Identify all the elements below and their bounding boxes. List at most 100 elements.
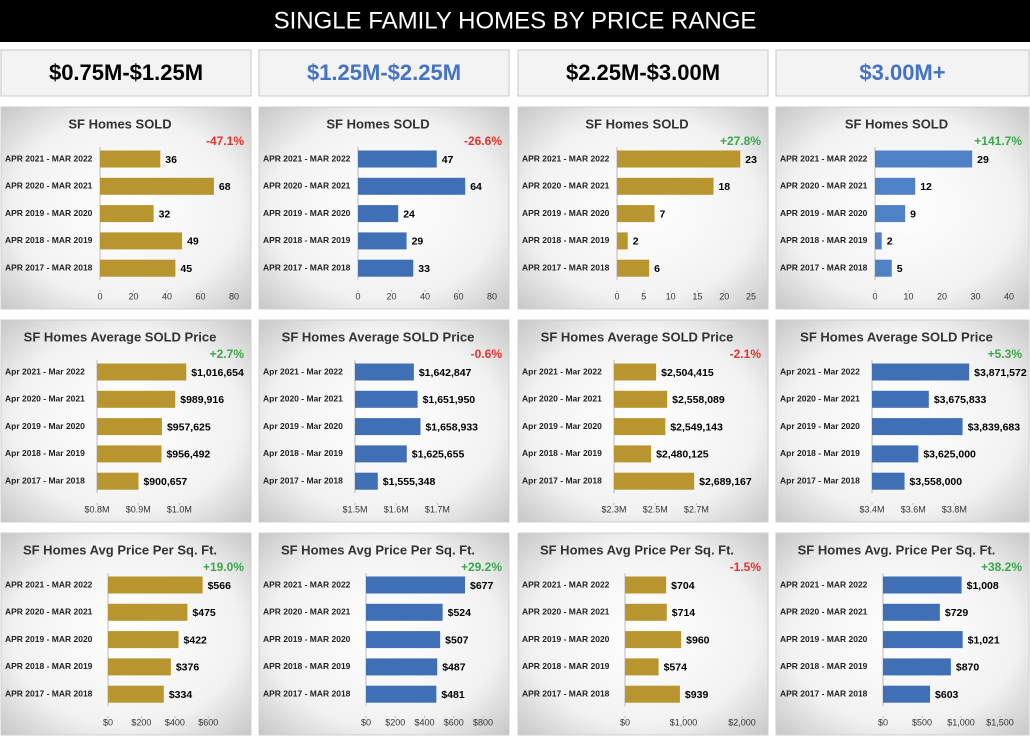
category-label: APR 2017 - MAR 2018	[780, 262, 868, 272]
change-annotation: +141.7%	[974, 134, 1022, 148]
category-label: APR 2020 - MAR 2021	[5, 607, 93, 617]
x-tick-label: 20	[386, 291, 396, 301]
value-label: $714	[672, 607, 696, 619]
category-label: APR 2020 - MAR 2021	[780, 181, 868, 191]
x-tick-label: $0	[103, 717, 113, 727]
bar	[97, 418, 162, 436]
chart-title: SF Homes Avg Price Per Sq. Ft.	[23, 542, 217, 557]
bar	[97, 472, 139, 490]
chart-title: SF Homes SOLD	[68, 116, 171, 131]
column-header-box	[258, 49, 510, 97]
category-label: APR 2020 - MAR 2021	[5, 181, 93, 191]
value-label: $487	[442, 662, 466, 674]
bar	[625, 603, 667, 621]
bar	[108, 576, 203, 594]
x-tick-label: $0	[620, 717, 630, 727]
category-label: APR 2019 - MAR 2020	[780, 634, 868, 644]
category-label: APR 2021 - MAR 2022	[780, 153, 868, 163]
bar	[625, 685, 680, 703]
bar	[358, 205, 399, 223]
bar	[366, 658, 438, 676]
bar	[100, 259, 176, 277]
category-label: Apr 2021 - Mar 2022	[780, 366, 860, 376]
chart-title: SF Homes Average SOLD Price	[541, 329, 734, 344]
x-tick-label: 0	[614, 291, 619, 301]
x-tick-label: $500	[912, 717, 932, 727]
bar	[108, 685, 164, 703]
value-label: $1,642,847	[419, 367, 472, 379]
category-label: APR 2021 - MAR 2022	[5, 579, 93, 589]
x-tick-label: $800	[473, 717, 493, 727]
value-label: 24	[403, 208, 415, 220]
value-label: 29	[977, 154, 989, 166]
change-annotation: +29.2%	[461, 560, 502, 574]
category-label: APR 2018 - MAR 2019	[5, 235, 93, 245]
category-label: APR 2019 - MAR 2020	[522, 208, 610, 218]
x-tick-label: 20	[128, 291, 138, 301]
x-tick-label: $400	[165, 717, 185, 727]
category-label: APR 2020 - MAR 2021	[522, 607, 610, 617]
value-label: $603	[935, 689, 959, 701]
value-label: $1,016,654	[191, 367, 244, 379]
x-tick-label: 15	[692, 291, 702, 301]
category-label: Apr 2017 - Mar 2018	[263, 475, 343, 485]
chart-title: SF Homes SOLD	[585, 116, 688, 131]
value-label: $2,504,415	[661, 367, 714, 379]
value-label: $729	[945, 607, 969, 619]
x-tick-label: $400	[414, 717, 434, 727]
x-tick-label: $3.8M	[942, 504, 967, 514]
category-label: Apr 2020 - Mar 2021	[263, 394, 343, 404]
value-label: $704	[671, 580, 695, 592]
chart-title: SF Homes Avg Price Per Sq. Ft.	[540, 542, 734, 557]
category-label: APR 2017 - MAR 2018	[5, 688, 93, 698]
value-label: $1,651,950	[423, 394, 476, 406]
change-annotation: +27.8%	[720, 134, 761, 148]
category-label: APR 2017 - MAR 2018	[5, 262, 93, 272]
value-label: $957,625	[167, 421, 211, 433]
category-label: Apr 2018 - Mar 2019	[5, 448, 85, 458]
bar	[358, 232, 407, 250]
value-label: $960	[686, 634, 710, 646]
x-tick-label: $2,000	[728, 717, 756, 727]
value-label: 12	[920, 181, 932, 193]
column-header: $0.75M-$1.25M	[49, 60, 203, 85]
bar	[366, 685, 437, 703]
category-label: APR 2017 - MAR 2018	[522, 688, 610, 698]
value-label: $900,657	[143, 476, 187, 488]
value-label: 6	[654, 263, 660, 275]
x-tick-label: $2.7M	[684, 504, 709, 514]
bar	[108, 631, 179, 649]
change-annotation: -26.6%	[464, 134, 502, 148]
x-tick-label: 80	[487, 291, 497, 301]
value-label: $3,625,000	[923, 449, 976, 461]
x-tick-label: $0	[361, 717, 371, 727]
bar	[358, 150, 437, 168]
bar	[355, 445, 407, 463]
value-label: 9	[910, 208, 916, 220]
bar	[617, 205, 655, 223]
bar	[872, 390, 929, 408]
value-label: 64	[470, 181, 482, 193]
column-header-box	[0, 49, 252, 97]
column-header: $1.25M-$2.25M	[307, 60, 461, 85]
bar	[355, 363, 414, 381]
x-tick-label: $3.4M	[859, 504, 884, 514]
x-tick-label: $0	[878, 717, 888, 727]
category-label: Apr 2018 - Mar 2019	[780, 448, 860, 458]
category-label: APR 2018 - MAR 2019	[5, 661, 93, 671]
x-tick-label: 0	[872, 291, 877, 301]
bar	[614, 445, 652, 463]
value-label: 33	[418, 263, 430, 275]
bar	[366, 631, 441, 649]
category-label: Apr 2017 - Mar 2018	[522, 475, 602, 485]
change-annotation: +38.2%	[981, 560, 1022, 574]
category-label: APR 2018 - MAR 2019	[263, 661, 351, 671]
value-label: $1,658,933	[425, 421, 478, 433]
category-label: APR 2021 - MAR 2022	[780, 579, 868, 589]
value-label: $376	[176, 662, 200, 674]
bar	[875, 205, 906, 223]
value-label: $870	[956, 662, 980, 674]
value-label: 32	[159, 208, 171, 220]
bar	[875, 177, 916, 195]
value-label: $956,492	[166, 449, 210, 461]
